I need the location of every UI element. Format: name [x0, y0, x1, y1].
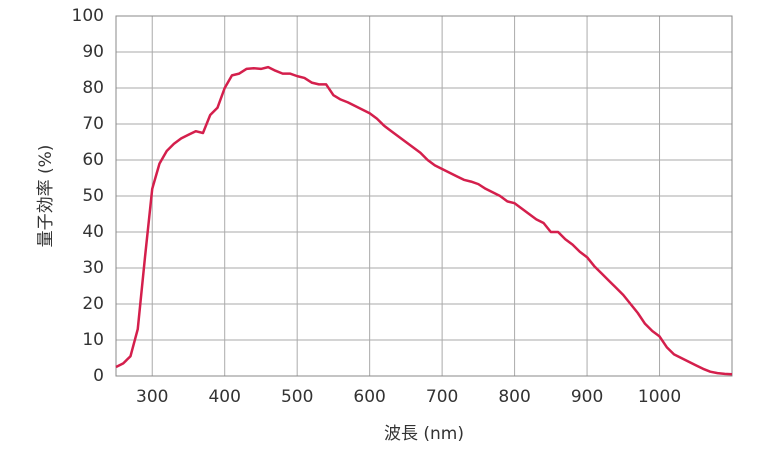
- x-tick-label: 1000: [638, 387, 681, 407]
- y-tick-label: 90: [82, 42, 104, 62]
- y-axis-label: 量子効率 (%): [36, 145, 56, 248]
- y-tick-label: 40: [82, 222, 104, 242]
- y-tick-label: 0: [93, 366, 104, 386]
- y-tick-label: 70: [82, 114, 104, 134]
- x-tick-label: 800: [498, 387, 530, 407]
- y-tick-label: 80: [82, 78, 104, 98]
- x-tick-label: 300: [136, 387, 168, 407]
- y-tick-label: 10: [82, 330, 104, 350]
- x-tick-label: 500: [281, 387, 313, 407]
- x-tick-label: 600: [353, 387, 385, 407]
- y-tick-label: 100: [72, 6, 104, 26]
- x-tick-label: 400: [208, 387, 240, 407]
- x-axis-label: 波長 (nm): [384, 424, 464, 444]
- y-tick-label: 50: [82, 186, 104, 206]
- plot-frame: [115, 15, 733, 377]
- x-tick-label: 900: [571, 387, 603, 407]
- y-tick-label: 20: [82, 294, 104, 314]
- data-line: [115, 65, 733, 376]
- y-tick-label: 60: [82, 150, 104, 170]
- x-tick-label: 700: [426, 387, 458, 407]
- y-tick-label: 30: [82, 258, 104, 278]
